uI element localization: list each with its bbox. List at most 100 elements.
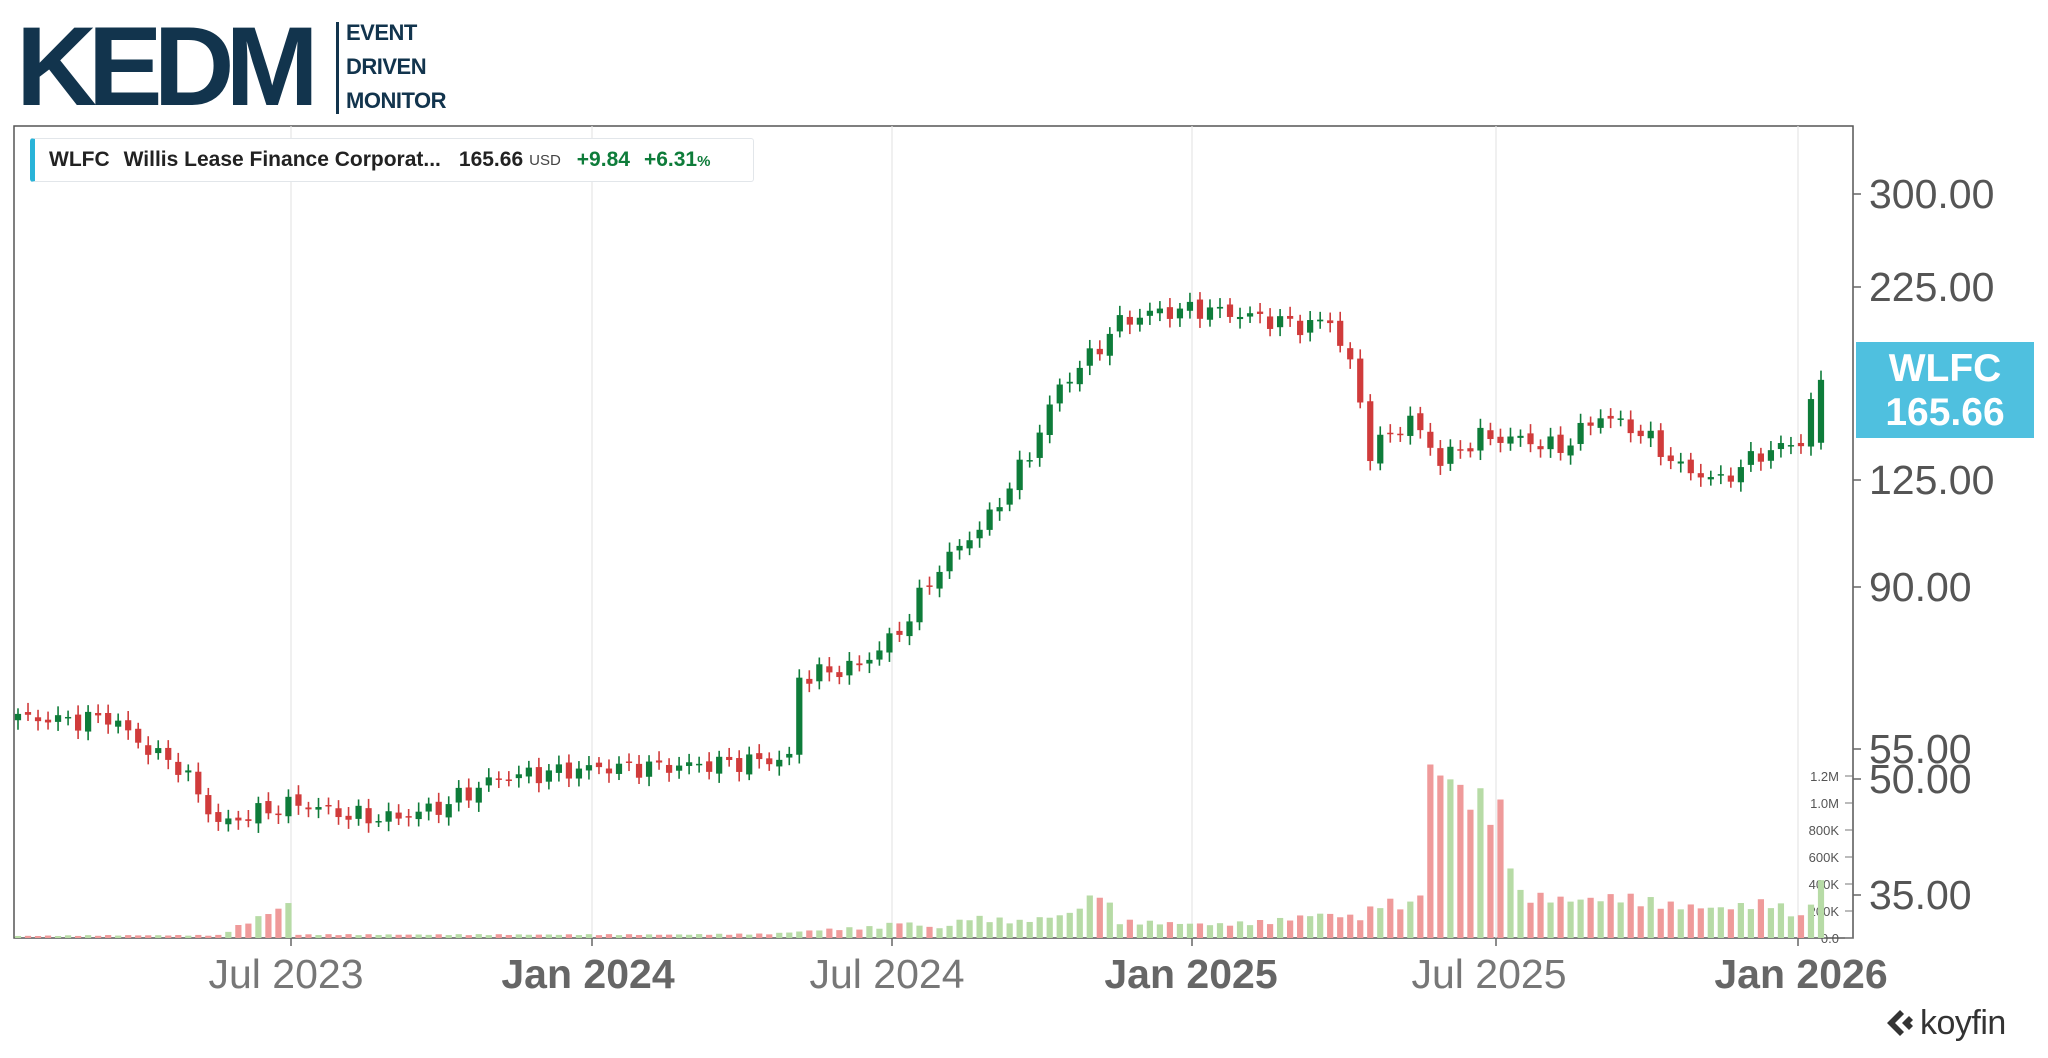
candle-body-5: [64, 716, 72, 719]
volume-bar-0: [14, 935, 22, 938]
volume-bar-14: [155, 935, 162, 938]
legend-change-pct: +6.31%: [644, 148, 710, 172]
volume-bar-60: [615, 935, 623, 938]
volume-bar-69: [706, 934, 713, 938]
candle-body-154: [1557, 434, 1564, 453]
volume-bar-111: [1126, 919, 1133, 938]
candle-body-14: [155, 748, 162, 754]
candle-body-59: [605, 768, 613, 774]
logo-tagline: EVENT DRIVEN MONITOR: [346, 16, 446, 118]
candle-body-86: [876, 650, 883, 660]
volume-bar-94: [956, 919, 963, 938]
volume-bar-41: [425, 934, 432, 938]
x-tick-label-1: Jan 2024: [501, 951, 674, 997]
volume-bar-159: [1607, 894, 1614, 938]
volume-bar-122: [1236, 921, 1244, 938]
candle-body-102: [1036, 432, 1043, 458]
volume-bar-4: [54, 935, 62, 938]
candle-body-159: [1607, 415, 1614, 419]
volume-bar-169: [1707, 907, 1714, 938]
candle-body-93: [946, 551, 953, 572]
candle-body-112: [1136, 317, 1143, 325]
candle-body-115: [1166, 307, 1174, 319]
last-price-tag: WLFC 165.66: [1856, 342, 2034, 438]
candle-body-158: [1597, 418, 1604, 428]
volume-bar-149: [1507, 868, 1514, 938]
volume-bar-26: [275, 908, 282, 938]
volume-bar-142: [1437, 775, 1444, 938]
volume-bar-160: [1617, 902, 1624, 938]
candle-body-144: [1457, 449, 1464, 451]
candle-body-165: [1667, 455, 1674, 462]
volume-bar-83: [846, 927, 853, 938]
volume-bar-138: [1397, 909, 1404, 938]
candle-body-72: [736, 758, 743, 772]
volume-bar-25: [265, 914, 272, 938]
volume-bar-180: [1817, 880, 1825, 938]
volume-bar-99: [1006, 923, 1013, 938]
volume-bar-126: [1276, 917, 1284, 938]
logo-divider: [336, 22, 339, 114]
candle-body-139: [1407, 415, 1414, 436]
volume-bar-174: [1757, 899, 1765, 938]
candle-body-62: [635, 763, 643, 778]
candle-body-124: [1256, 311, 1264, 314]
candle-body-140: [1417, 413, 1424, 431]
volume-bar-132: [1337, 917, 1344, 938]
candle-body-75: [766, 758, 773, 765]
candle-body-33: [345, 815, 352, 820]
x-tick-label-5: Jan 2026: [1714, 951, 1887, 997]
candle-body-35: [365, 808, 372, 824]
candle-body-78: [796, 677, 803, 755]
volume-bar-20: [215, 934, 222, 938]
candle-body-34: [355, 805, 362, 819]
volume-bar-1: [24, 935, 32, 938]
candle-body-106: [1076, 367, 1083, 385]
volume-bar-92: [936, 928, 943, 938]
volume-bar-59: [605, 934, 613, 938]
volume-bar-10: [115, 935, 122, 938]
candle-body-88: [896, 630, 903, 635]
volume-bar-68: [696, 934, 703, 938]
volume-bar-107: [1086, 895, 1093, 938]
volume-bar-104: [1056, 915, 1063, 938]
y-tick-label-6: 35.00: [1869, 872, 1972, 918]
candle-body-167: [1687, 459, 1694, 474]
volume-bar-46: [475, 934, 482, 938]
volume-bar-86: [876, 928, 883, 938]
volume-bar-42: [435, 934, 442, 938]
candle-body-175: [1767, 450, 1775, 461]
volume-bar-77: [786, 932, 793, 938]
volume-bar-52: [535, 934, 542, 938]
volume-bar-115: [1166, 922, 1174, 938]
candle-body-47: [485, 777, 492, 786]
logo-wordmark: KEDM: [16, 4, 319, 129]
candle-body-161: [1627, 419, 1634, 434]
candle-body-70: [716, 756, 723, 774]
volume-bar-22: [235, 924, 242, 938]
volume-bar-9: [105, 935, 112, 938]
volume-bar-28: [295, 934, 302, 938]
candle-body-164: [1657, 430, 1664, 457]
volume-bar-54: [555, 934, 563, 938]
x-tick-label-4: Jul 2025: [1411, 951, 1566, 997]
volume-bar-62: [635, 934, 643, 938]
y-tick-label-1: 225.00: [1869, 264, 1994, 310]
volume-bar-75: [766, 934, 773, 938]
ticker-legend[interactable]: WLFC Willis Lease Finance Corporat... 16…: [30, 138, 754, 182]
candle-body-67: [686, 762, 693, 766]
vol-tick-label-2: 800K: [1809, 823, 1840, 838]
price-tag-price: 165.66: [1885, 391, 2005, 434]
vol-tick-label-1: 1.0M: [1810, 796, 1839, 811]
candle-body-21: [225, 818, 232, 825]
candle-body-56: [575, 768, 583, 779]
volume-bar-131: [1327, 913, 1334, 938]
volume-bar-154: [1557, 896, 1564, 938]
candle-body-176: [1777, 443, 1785, 450]
candle-body-61: [625, 761, 633, 764]
volume-bar-88: [896, 923, 903, 938]
volume-bar-103: [1046, 917, 1053, 938]
candle-body-31: [325, 805, 332, 807]
volume-bar-32: [335, 935, 342, 938]
